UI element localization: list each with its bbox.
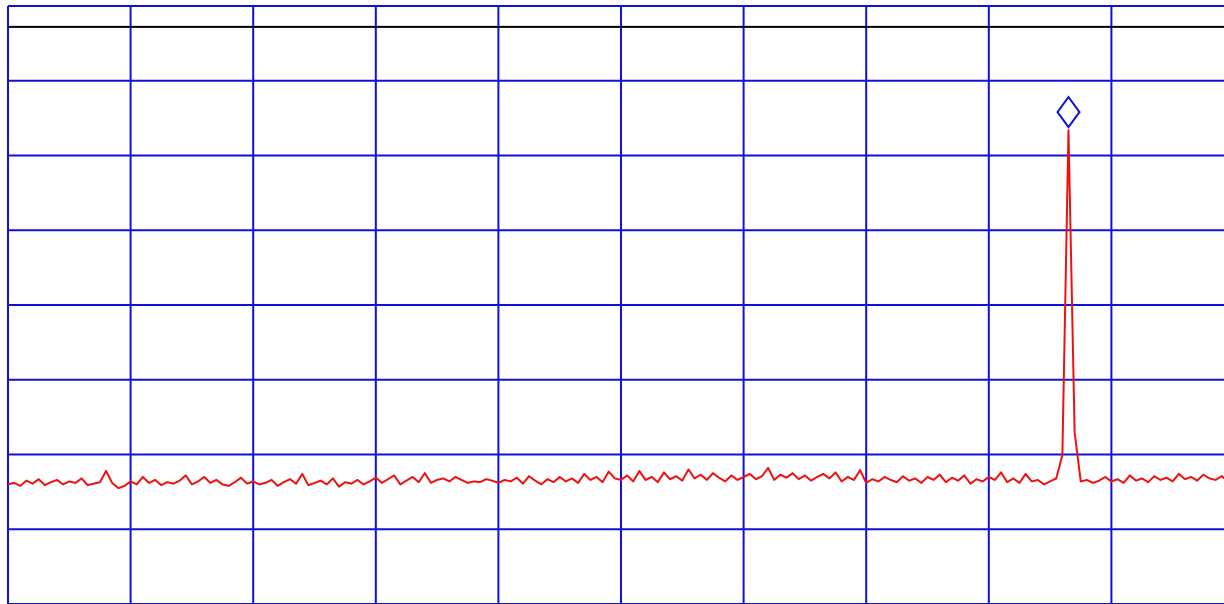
trace <box>7 129 1224 490</box>
peak-marker <box>1056 95 1081 129</box>
